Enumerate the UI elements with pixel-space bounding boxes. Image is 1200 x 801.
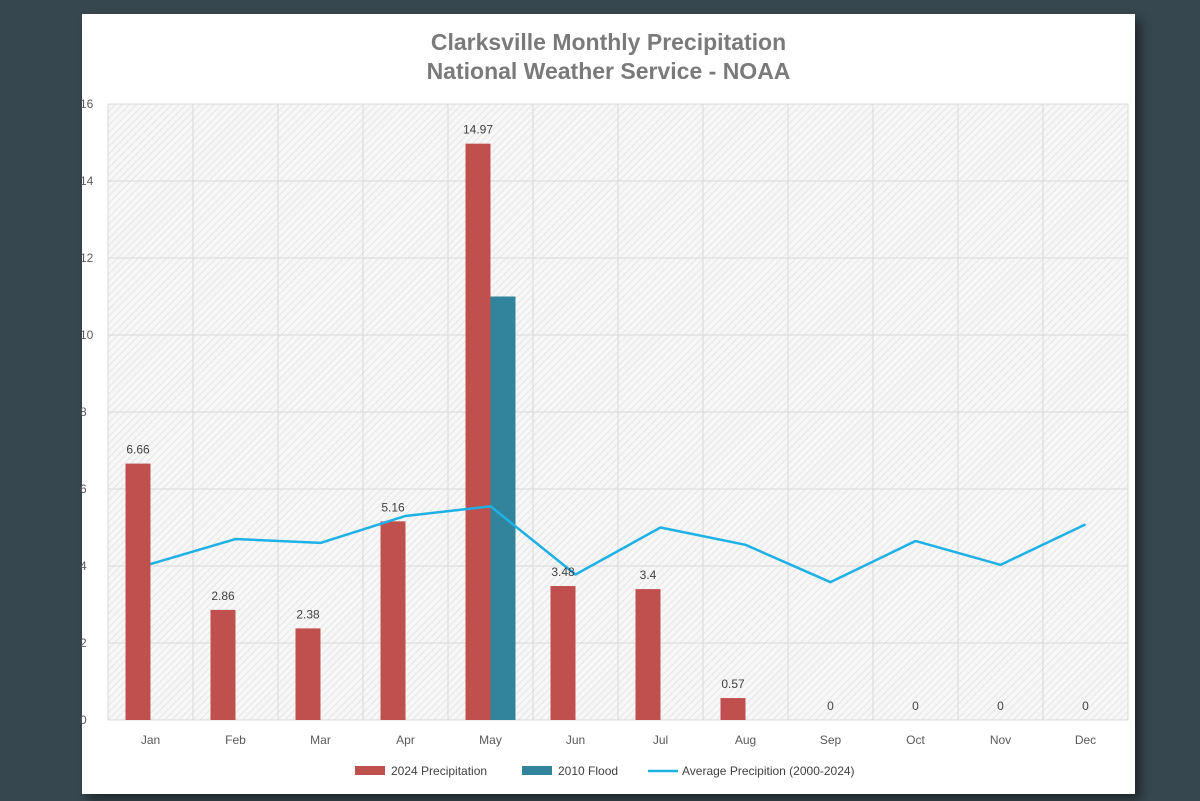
bar-2024-precipitation — [720, 698, 746, 720]
bar-2024-precipitation — [380, 521, 406, 720]
y-tick-label: 2 — [80, 636, 87, 650]
y-tick-label: 10 — [80, 328, 94, 342]
x-tick-label: May — [479, 733, 502, 747]
x-tick-label: Nov — [990, 733, 1011, 747]
y-tick-label: 16 — [80, 97, 94, 111]
legend-label: 2010 Flood — [558, 764, 618, 778]
x-tick-label: Feb — [225, 733, 246, 747]
y-tick-label: 4 — [80, 559, 87, 573]
bar-2024-precipitation — [125, 463, 151, 720]
legend-swatch — [522, 766, 552, 775]
data-label-2024: 2.38 — [296, 607, 320, 621]
x-tick-label: Sep — [820, 733, 842, 747]
x-tick-label: Jun — [566, 733, 585, 747]
bar-2024-precipitation — [635, 589, 661, 720]
data-label-2024: 0 — [912, 699, 919, 713]
bar-2024-precipitation — [465, 143, 491, 720]
data-label-2024: 0 — [1082, 699, 1089, 713]
chart-subtitle: National Weather Service - NOAA — [426, 58, 791, 84]
x-tick-label: Jul — [653, 733, 668, 747]
bar-2024-precipitation — [295, 628, 321, 720]
legend-label: 2024 Precipitation — [391, 764, 487, 778]
y-tick-label: 14 — [80, 174, 94, 188]
data-label-2024: 3.48 — [551, 565, 575, 579]
y-tick-label: 12 — [80, 251, 94, 265]
x-tick-label: Oct — [906, 733, 925, 747]
x-tick-label: Mar — [310, 733, 331, 747]
y-tick-label: 6 — [80, 482, 87, 496]
data-label-2024: 3.4 — [640, 568, 657, 582]
chart-title: Clarksville Monthly Precipitation — [430, 29, 787, 55]
bar-2024-precipitation — [210, 609, 236, 720]
legend-label: Average Precipition (2000-2024) — [682, 764, 855, 778]
x-tick-label: Jan — [141, 733, 160, 747]
x-tick-label: Aug — [735, 733, 756, 747]
data-label-2024: 6.66 — [126, 443, 150, 457]
data-label-2024: 14.97 — [463, 123, 493, 137]
data-label-2024: 2.86 — [211, 589, 235, 603]
legend-swatch — [355, 766, 385, 775]
x-tick-label: Apr — [396, 733, 415, 747]
y-tick-label: 8 — [80, 405, 87, 419]
data-label-2024: 0 — [827, 699, 834, 713]
data-label-2024: 0 — [997, 699, 1004, 713]
average-precipitation-line — [150, 505, 1087, 584]
y-tick-label: 0 — [80, 713, 87, 727]
x-tick-label: Dec — [1075, 733, 1096, 747]
data-label-2024: 0.57 — [721, 677, 745, 691]
data-label-2024: 5.16 — [381, 500, 405, 514]
bar-2024-precipitation — [550, 586, 576, 720]
